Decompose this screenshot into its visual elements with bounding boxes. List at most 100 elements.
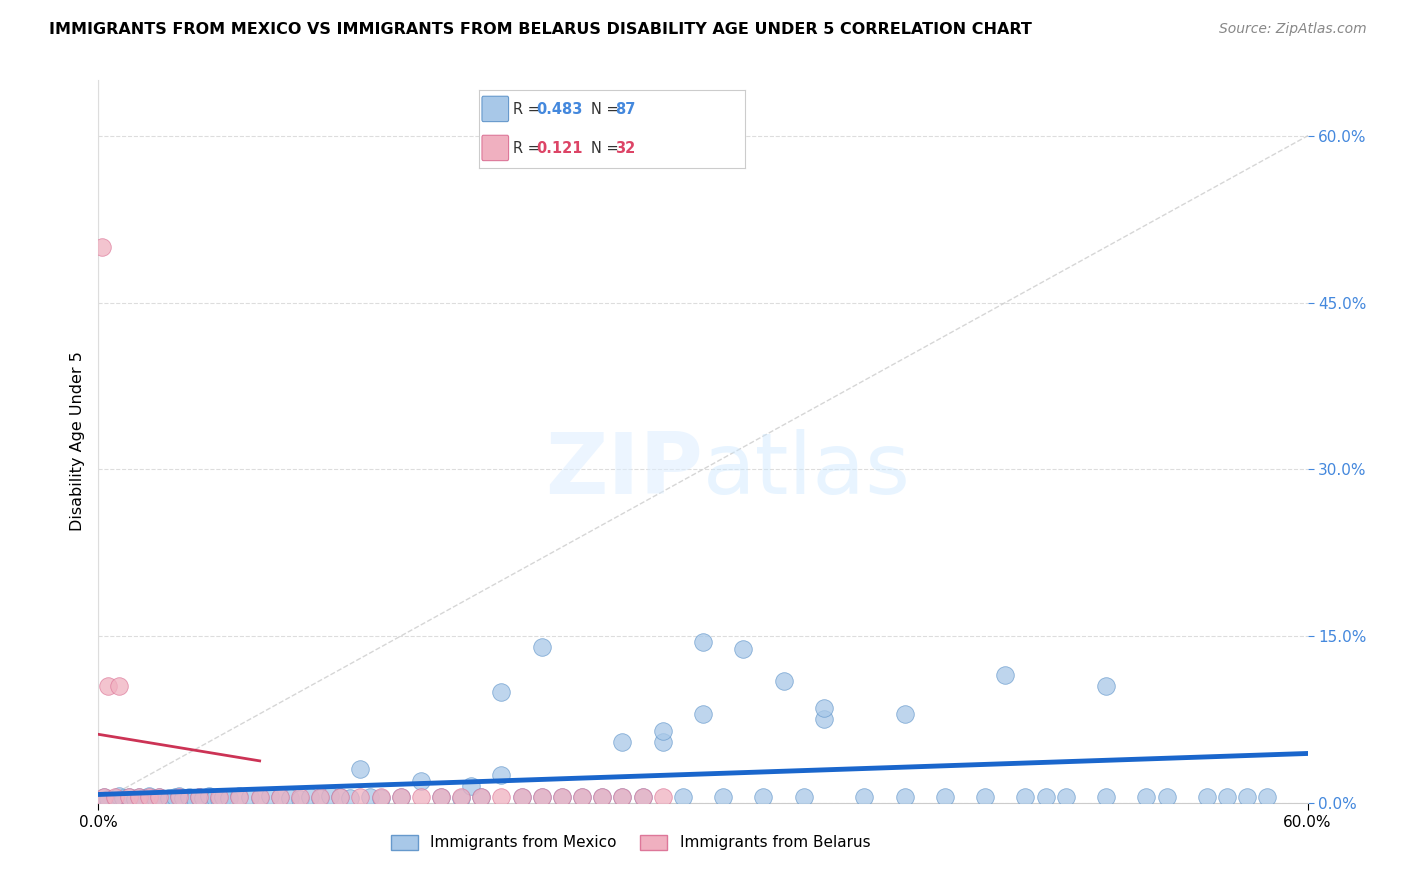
Text: Source: ZipAtlas.com: Source: ZipAtlas.com <box>1219 22 1367 37</box>
Point <box>1035 790 1057 805</box>
Point <box>370 790 392 805</box>
Point <box>612 790 634 805</box>
Point <box>124 792 146 806</box>
Point <box>491 790 513 805</box>
Point <box>1195 790 1218 805</box>
Y-axis label: Disability Age Under 5: Disability Age Under 5 <box>69 351 84 532</box>
Point <box>389 790 412 805</box>
Point <box>132 791 155 805</box>
Point <box>228 790 250 805</box>
Point <box>974 790 997 805</box>
Point <box>288 790 311 805</box>
Point <box>349 763 371 777</box>
Point <box>450 790 472 805</box>
Point <box>450 791 472 805</box>
Point <box>329 790 352 805</box>
Point <box>711 790 734 805</box>
Point <box>138 789 160 804</box>
Point <box>249 791 271 805</box>
Point <box>409 790 432 805</box>
Point <box>339 791 361 805</box>
Point <box>107 679 129 693</box>
Point <box>319 789 342 804</box>
Point <box>430 790 453 805</box>
Point <box>329 790 352 805</box>
Point <box>93 790 115 805</box>
Point <box>893 706 915 721</box>
Point <box>1135 790 1157 805</box>
Point <box>530 790 553 805</box>
Point <box>551 790 574 805</box>
Point <box>1095 679 1118 693</box>
Point <box>208 792 231 806</box>
Point <box>470 790 492 805</box>
Point <box>772 673 794 688</box>
Point <box>309 791 332 805</box>
Point <box>370 791 392 805</box>
Point <box>111 791 134 805</box>
Point <box>143 791 166 805</box>
Point <box>530 790 553 805</box>
Point <box>893 790 915 805</box>
Point <box>163 790 186 805</box>
Point <box>269 790 291 805</box>
Point <box>510 790 533 805</box>
Point <box>97 792 120 806</box>
Point <box>360 790 382 805</box>
Point <box>184 792 207 806</box>
Text: IMMIGRANTS FROM MEXICO VS IMMIGRANTS FROM BELARUS DISABILITY AGE UNDER 5 CORRELA: IMMIGRANTS FROM MEXICO VS IMMIGRANTS FRO… <box>49 22 1032 37</box>
Point <box>389 790 412 805</box>
Point <box>218 791 240 805</box>
Point <box>118 790 141 805</box>
Point <box>430 790 453 805</box>
Point <box>612 734 634 748</box>
Point <box>193 791 215 805</box>
Point <box>188 790 211 805</box>
Text: atlas: atlas <box>703 429 911 512</box>
Point <box>934 790 956 805</box>
Point <box>278 791 301 805</box>
Point <box>813 701 835 715</box>
Point <box>612 790 634 805</box>
Point <box>167 790 190 805</box>
Point <box>103 791 125 805</box>
Point <box>591 790 613 805</box>
Point <box>491 768 513 782</box>
Point <box>793 790 815 805</box>
Point <box>188 790 211 805</box>
Point <box>157 791 180 805</box>
Point <box>172 791 194 805</box>
Point <box>91 240 114 254</box>
Point <box>299 790 322 805</box>
Point <box>651 734 673 748</box>
Text: ZIP: ZIP <box>546 429 703 512</box>
Point <box>853 790 876 805</box>
Point <box>651 723 673 738</box>
Point <box>813 713 835 727</box>
Point <box>249 790 271 805</box>
Point <box>288 792 311 806</box>
Point <box>93 790 115 805</box>
Point <box>631 790 654 805</box>
Point <box>733 642 755 657</box>
Point <box>309 790 332 805</box>
Point <box>1216 790 1239 805</box>
Point <box>994 668 1017 682</box>
Point <box>692 706 714 721</box>
Point <box>107 789 129 804</box>
Point <box>1095 790 1118 805</box>
Point <box>269 790 291 805</box>
Point <box>1156 790 1178 805</box>
Point <box>571 790 593 805</box>
Point <box>97 679 120 693</box>
Point <box>551 790 574 805</box>
Legend: Immigrants from Mexico, Immigrants from Belarus: Immigrants from Mexico, Immigrants from … <box>385 829 876 856</box>
Point <box>491 684 513 698</box>
Point <box>212 790 235 805</box>
Point <box>409 773 432 788</box>
Point <box>692 634 714 648</box>
Point <box>128 790 150 805</box>
Point <box>651 790 673 805</box>
Point <box>631 790 654 805</box>
Point <box>179 790 201 805</box>
